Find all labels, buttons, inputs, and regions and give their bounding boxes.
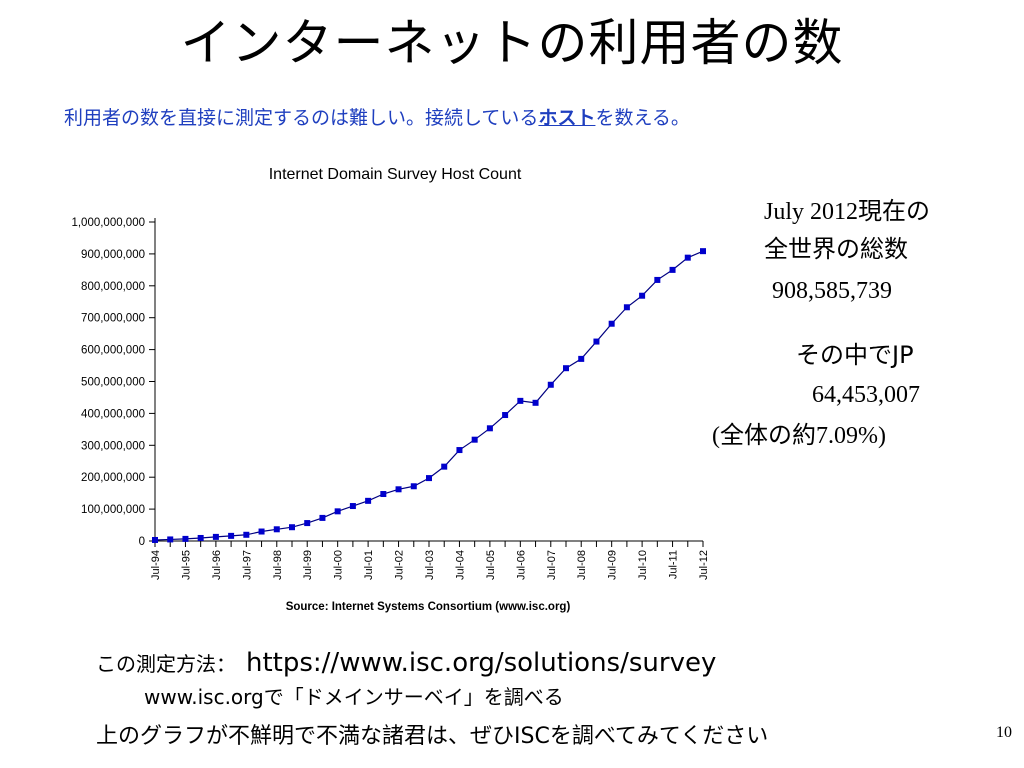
jp-share-label: 全体の約 xyxy=(720,421,816,449)
jp-share: (全体の約7.09%) xyxy=(712,420,886,451)
data-point xyxy=(563,365,569,372)
data-point xyxy=(654,276,661,283)
host-link[interactable]: ホスト xyxy=(538,107,596,129)
page-number: 10 xyxy=(996,724,1012,741)
x-tick-label: Jul-97 xyxy=(241,550,253,580)
chart-title: Internet Domain Survey Host Count xyxy=(269,166,522,183)
slide-title: インターネットの利用者の数 xyxy=(180,14,844,72)
data-point xyxy=(669,266,676,273)
x-tick-label: Jul-06 xyxy=(515,550,527,580)
y-tick-label: 600,000,000 xyxy=(81,345,145,357)
as-of-date: July 2012 xyxy=(764,199,859,225)
jp-share-close: %) xyxy=(858,423,886,449)
subtitle-text-end: を数える。 xyxy=(595,107,690,129)
data-point xyxy=(486,425,493,432)
y-tick-label: 100,000,000 xyxy=(81,504,145,516)
jp-label: その中でJP xyxy=(796,341,914,369)
data-point xyxy=(441,463,448,470)
jp-count: 64,453,007 xyxy=(812,382,920,408)
x-tick-label: Jul-08 xyxy=(576,550,588,580)
x-tick-label: Jul-00 xyxy=(333,550,345,580)
data-point xyxy=(304,520,311,527)
data-point xyxy=(319,514,326,521)
x-tick-label: Jul-10 xyxy=(637,550,649,580)
chart-source: Source: Internet Systems Consortium (www… xyxy=(286,601,571,613)
data-point xyxy=(289,524,295,531)
encourage-line: 上のグラフが不鮮明で不満な諸君は、ぜひISCを調べてみてください xyxy=(96,724,769,749)
data-point xyxy=(578,355,585,362)
x-tick-label: Jul-11 xyxy=(668,550,680,579)
data-point xyxy=(532,399,539,406)
y-tick-label: 300,000,000 xyxy=(81,440,145,452)
x-tick-label: Jul-96 xyxy=(211,550,223,580)
method-label: この測定方法： xyxy=(96,652,236,676)
y-tick-label: 700,000,000 xyxy=(81,313,145,325)
data-point xyxy=(700,248,706,255)
data-point xyxy=(349,503,356,510)
data-point xyxy=(243,531,250,538)
data-point xyxy=(167,536,174,543)
series-line xyxy=(154,250,704,541)
data-point xyxy=(152,536,158,543)
x-tick-label: Jul-07 xyxy=(546,550,558,580)
as-of-suffix: 現在の xyxy=(858,197,931,225)
x-tick-label: Jul-98 xyxy=(272,550,284,580)
jp-share-open: ( xyxy=(712,423,720,449)
data-point xyxy=(197,534,204,541)
y-tick-label: 0 xyxy=(139,536,145,548)
x-tick-label: Jul-04 xyxy=(454,550,466,580)
data-point xyxy=(623,304,630,311)
data-point xyxy=(547,381,554,388)
x-tick-label: Jul-05 xyxy=(485,550,497,580)
world-total-value: 908,585,739 xyxy=(772,278,892,304)
data-point xyxy=(182,535,189,542)
x-tick-label: Jul-95 xyxy=(180,550,192,580)
data-point xyxy=(410,483,417,490)
method-url[interactable]: https://www.isc.org/solutions/survey xyxy=(246,648,717,678)
x-tick-label: Jul-94 xyxy=(150,550,162,580)
isc-instruction: www.isc.orgで「ドメインサーベイ」を調べる xyxy=(144,685,564,709)
data-point xyxy=(593,338,600,345)
data-point xyxy=(258,528,265,535)
slide-subtitle: 利用者の数を直接に測定するのは難しい。接続しているホストを数える。 xyxy=(64,104,1004,132)
data-point xyxy=(228,532,235,539)
x-tick-label: Jul-09 xyxy=(607,550,619,580)
data-point xyxy=(517,397,524,404)
y-tick-label: 400,000,000 xyxy=(81,408,145,420)
data-point xyxy=(471,436,478,443)
data-point xyxy=(502,412,509,419)
data-point xyxy=(426,475,432,482)
y-tick-label: 1,000,000,000 xyxy=(71,217,145,229)
as-of-line: July 2012現在の xyxy=(764,196,930,227)
data-point xyxy=(608,320,615,327)
jp-share-value: 7.09 xyxy=(816,423,858,449)
x-tick-label: Jul-12 xyxy=(698,550,710,580)
y-tick-label: 500,000,000 xyxy=(81,377,145,389)
data-point xyxy=(456,447,463,454)
data-point xyxy=(639,292,646,299)
world-total-label: 全世界の総数 xyxy=(764,235,908,263)
data-point xyxy=(273,526,280,533)
data-point xyxy=(212,533,219,540)
x-tick-label: Jul-02 xyxy=(394,550,406,580)
y-tick-label: 900,000,000 xyxy=(81,249,145,261)
x-tick-label: Jul-99 xyxy=(302,550,314,580)
x-tick-label: Jul-03 xyxy=(424,550,436,580)
data-point xyxy=(334,508,341,515)
x-tick-label: Jul-01 xyxy=(363,550,375,580)
subtitle-text: 利用者の数を直接に測定するのは難しい。接続している xyxy=(64,107,539,129)
data-point xyxy=(684,254,691,261)
data-point xyxy=(395,486,402,493)
y-tick-label: 800,000,000 xyxy=(81,281,145,293)
y-tick-label: 200,000,000 xyxy=(81,472,145,484)
data-point xyxy=(365,497,372,504)
data-point xyxy=(380,491,387,498)
host-count-chart: Internet Domain Survey Host Count 0 100,00… xyxy=(71,166,710,613)
method-line: この測定方法： https://www.isc.org/solutions/sur… xyxy=(96,650,716,677)
